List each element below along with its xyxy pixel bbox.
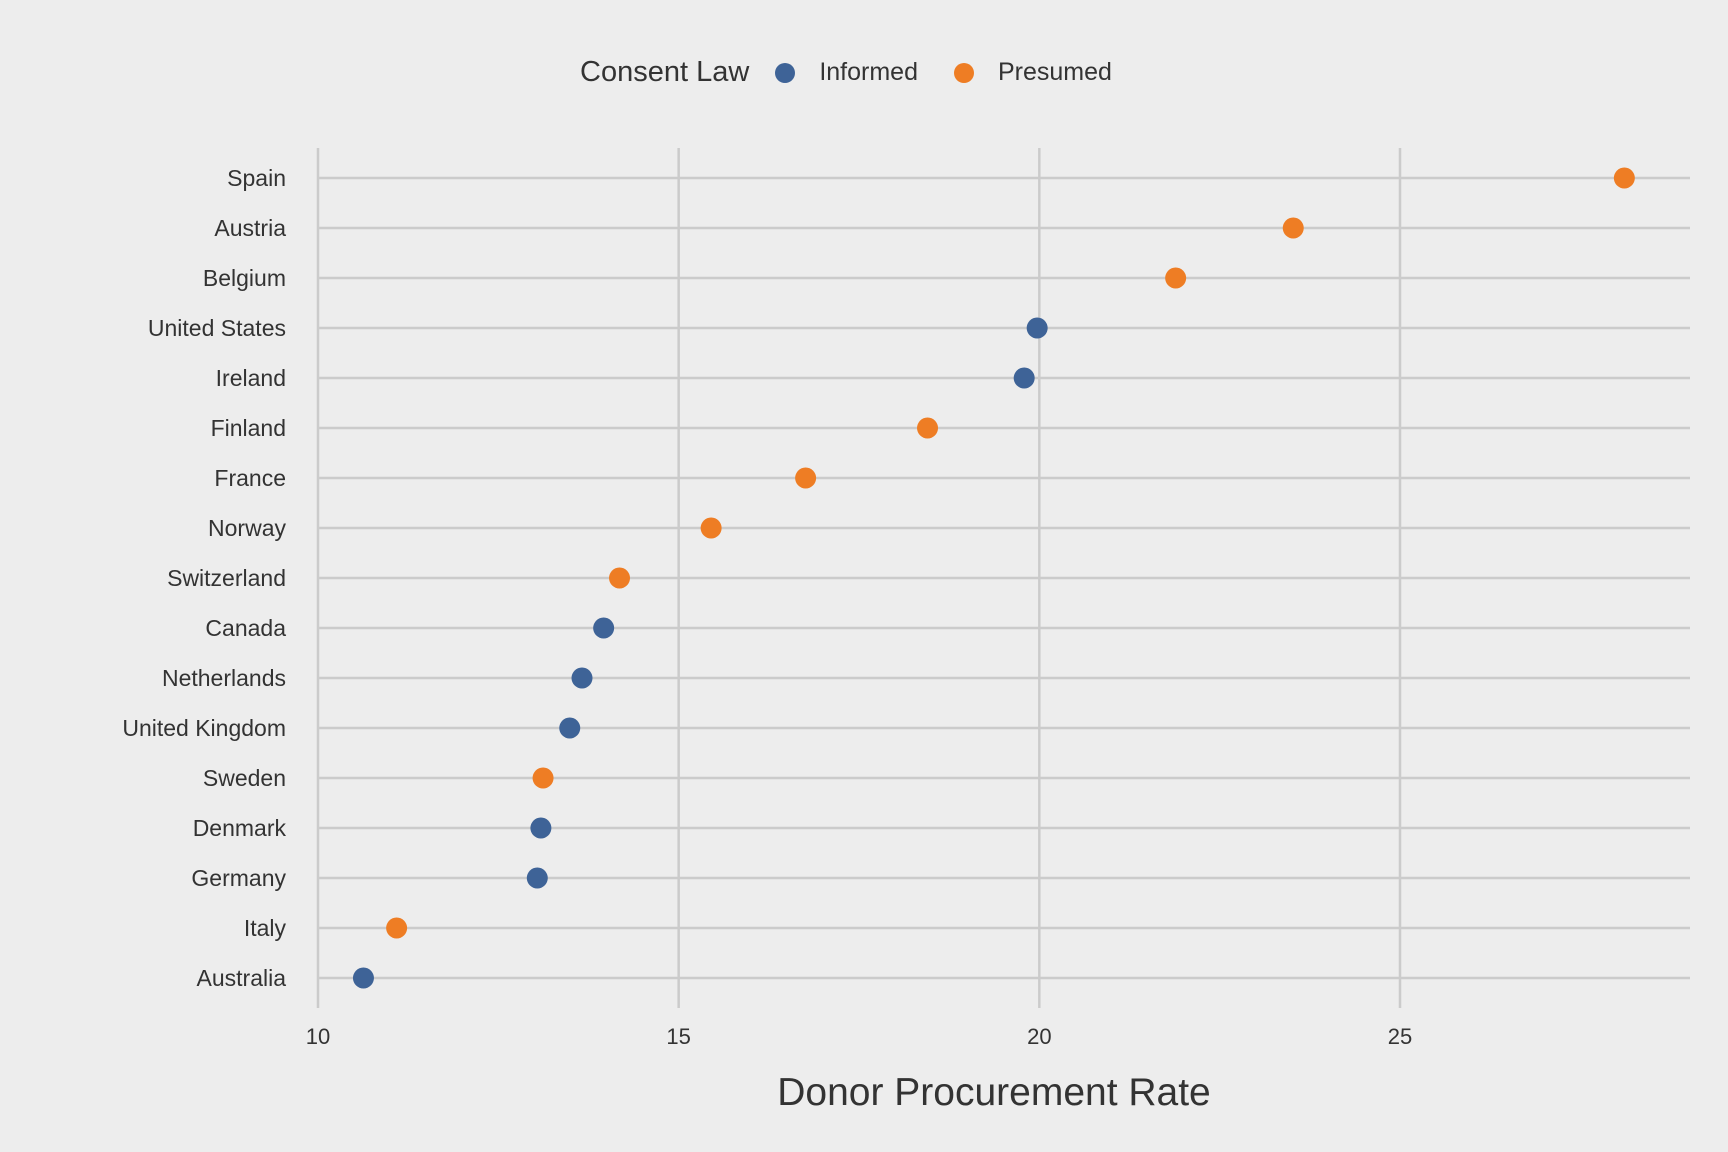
y-tick-label-norway: Norway — [208, 515, 286, 541]
y-tick-label-germany: Germany — [191, 865, 286, 891]
legend-label-informed: Informed — [819, 58, 918, 86]
point-australia — [352, 967, 374, 989]
y-tick-label-italy: Italy — [244, 915, 287, 941]
y-tick-label-belgium: Belgium — [203, 265, 286, 291]
y-tick-label-netherlands: Netherlands — [162, 665, 286, 691]
y-tick-label-united-states: United States — [148, 315, 286, 341]
point-ireland — [1013, 367, 1035, 389]
legend-dot-informed — [775, 62, 796, 83]
point-layer — [352, 167, 1635, 989]
legend-title: Consent Law — [580, 56, 750, 88]
point-sweden — [532, 767, 554, 789]
y-tick-label-australia: Australia — [197, 965, 287, 991]
legend-item-presumed: Presumed — [954, 58, 1112, 87]
legend-label-presumed: Presumed — [998, 58, 1112, 86]
point-finland — [917, 417, 939, 439]
y-tick-label-ireland: Ireland — [216, 365, 286, 391]
point-france — [795, 467, 817, 489]
x-tick-label-20: 20 — [1027, 1024, 1051, 1049]
point-italy — [386, 917, 408, 939]
y-tick-label-spain: Spain — [227, 165, 286, 191]
y-tick-label-united-kingdom: United Kingdom — [122, 715, 286, 741]
legend-item-informed: Informed — [775, 58, 918, 87]
point-united-states — [1026, 317, 1048, 339]
point-denmark — [530, 817, 552, 839]
y-tick-label-austria: Austria — [214, 215, 286, 241]
point-united-kingdom — [559, 717, 581, 739]
point-norway — [700, 517, 722, 539]
point-germany — [526, 867, 548, 889]
point-belgium — [1165, 267, 1187, 289]
legend: Consent Law Informed Presumed — [0, 56, 1728, 89]
grid-layer — [316, 148, 1690, 1008]
y-tick-label-switzerland: Switzerland — [167, 565, 286, 591]
y-tick-label-denmark: Denmark — [193, 815, 287, 841]
point-austria — [1282, 217, 1304, 239]
y-tick-label-sweden: Sweden — [203, 765, 286, 791]
point-canada — [593, 617, 615, 639]
x-tick-label-15: 15 — [666, 1024, 690, 1049]
point-switzerland — [609, 567, 631, 589]
y-tick-label-france: France — [214, 465, 286, 491]
point-spain — [1613, 167, 1635, 189]
legend-dot-presumed — [954, 62, 974, 83]
x-axis-title: Donor Procurement Rate — [777, 1071, 1211, 1114]
x-tick-label-10: 10 — [306, 1024, 330, 1049]
x-tick-label-25: 25 — [1388, 1024, 1412, 1049]
y-tick-label-canada: Canada — [205, 615, 286, 641]
point-netherlands — [571, 667, 593, 689]
y-tick-label-finland: Finland — [211, 415, 286, 441]
label-layer: 10 15 20 25 Spain Austria Belgium United States… — [122, 165, 1412, 1049]
